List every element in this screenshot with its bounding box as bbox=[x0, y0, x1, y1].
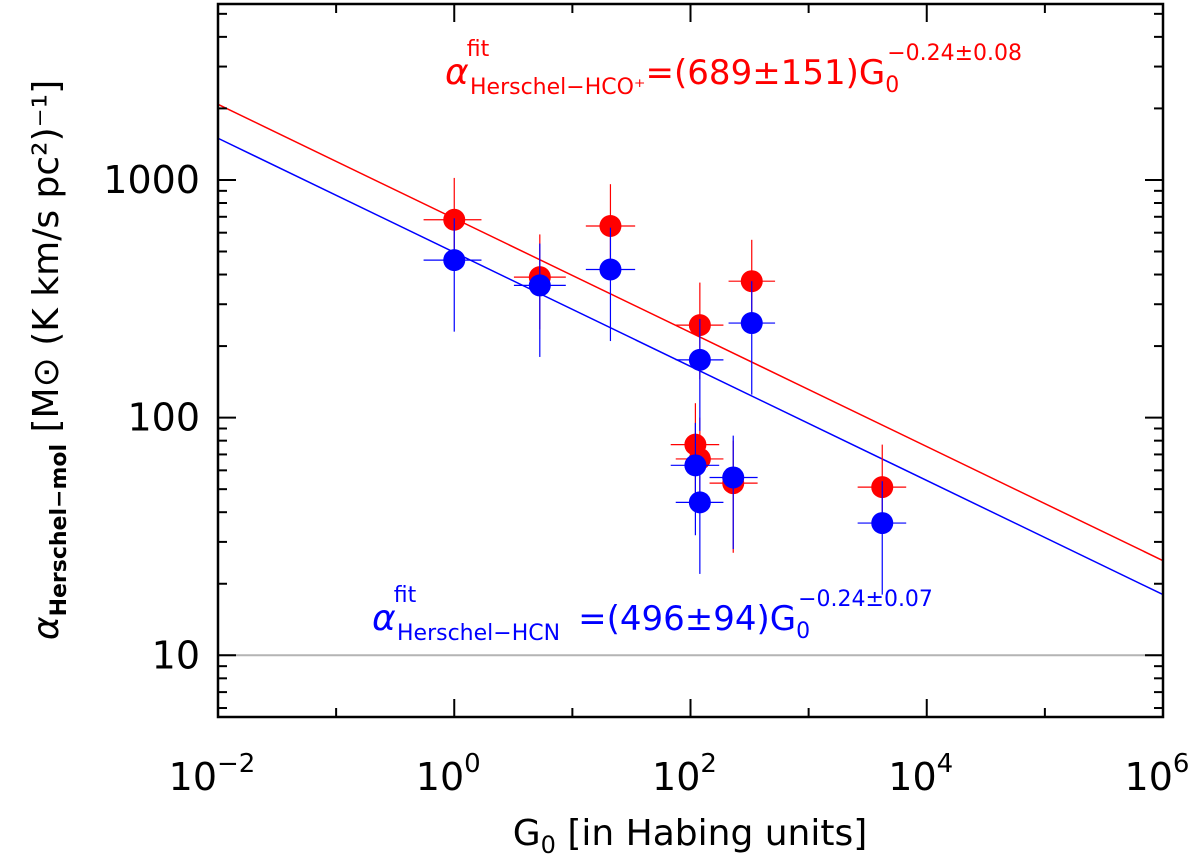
marker bbox=[528, 274, 551, 297]
fit-label-hcn-alpha: α bbox=[372, 598, 396, 639]
marker bbox=[871, 512, 894, 535]
x-tick-base: 10 bbox=[1125, 755, 1173, 799]
x-tick-label: 102 bbox=[652, 749, 717, 799]
fit-lines-layer bbox=[217, 103, 1164, 596]
x-tick-label: 100 bbox=[416, 749, 481, 799]
x-tick-base: 10 bbox=[888, 755, 936, 799]
x-tick-exp: 4 bbox=[937, 749, 954, 779]
marker bbox=[684, 454, 707, 477]
x-tick-exp: 6 bbox=[1173, 749, 1190, 779]
y-tick-label: 1000 bbox=[103, 158, 200, 202]
y-axis-title-sub: Herschel−mol bbox=[47, 444, 72, 616]
point-hcn-1 bbox=[513, 243, 566, 357]
fit-line-0 bbox=[217, 103, 1164, 562]
fit-label-hcn: αfit Herschel−HCN =(496±94)G0 −0.24±0.07 bbox=[372, 583, 933, 646]
fit-label-hcn-sup: fit bbox=[394, 583, 417, 608]
point-hcn-0 bbox=[423, 218, 482, 332]
x-tick-label: 106 bbox=[1125, 749, 1190, 799]
marker bbox=[443, 249, 466, 272]
fit-label-hco-gsup: −0.24±0.08 bbox=[887, 41, 1022, 66]
data-points-layer bbox=[423, 177, 907, 595]
y-axis-title-alpha: α bbox=[26, 616, 67, 640]
x-tick-exp: 0 bbox=[464, 749, 481, 779]
point-hcn-5 bbox=[670, 422, 720, 536]
x-tick-exp: 2 bbox=[700, 749, 717, 779]
x-tick-base: 10 bbox=[652, 755, 700, 799]
y-tick-label: 10 bbox=[152, 633, 200, 677]
point-hcn-6 bbox=[675, 460, 724, 574]
marker bbox=[688, 491, 711, 514]
fit-label-hco-sup: fit bbox=[467, 37, 490, 62]
point-hcn-4 bbox=[728, 281, 776, 395]
fit-label-hcn-gsub: 0 bbox=[796, 619, 810, 644]
x-tick-label: 10−2 bbox=[169, 749, 256, 799]
point-hcn-7 bbox=[709, 435, 758, 550]
point-hcn-8 bbox=[857, 481, 907, 595]
y-axis-title: αHerschel−mol [M⊙ (K km/s pc²)⁻¹] bbox=[26, 80, 72, 640]
point-hco-0 bbox=[423, 177, 482, 256]
x-axis-title-rest: [in Habing units] bbox=[556, 813, 867, 854]
fit-label-hcn-gsup: −0.24±0.07 bbox=[798, 587, 933, 612]
x-axis-title-sub: 0 bbox=[541, 831, 556, 859]
marker bbox=[599, 215, 622, 238]
x-tick-label: 104 bbox=[888, 749, 953, 799]
point-hcn-3 bbox=[675, 319, 724, 431]
y-tick-label: 100 bbox=[127, 396, 200, 440]
y-axis-title-rest: [M⊙ (K km/s pc²)⁻¹] bbox=[26, 80, 67, 444]
x-tick-exp: −2 bbox=[217, 749, 255, 779]
y-axis-ticks: 10 100 1000 bbox=[103, 12, 1163, 710]
marker bbox=[740, 312, 763, 335]
fit-label-hco-eq: =(689±151)G bbox=[646, 53, 886, 93]
x-tick-base: 10 bbox=[169, 755, 217, 799]
fit-line-1 bbox=[217, 137, 1164, 596]
fit-label-hcn-sub: Herschel−HCN bbox=[397, 621, 560, 646]
fit-label-hcn-eq: =(496±94)G bbox=[578, 599, 796, 639]
marker bbox=[688, 348, 711, 371]
x-axis-title-main: G bbox=[513, 813, 541, 854]
point-hco-2 bbox=[585, 184, 636, 270]
x-tick-base: 10 bbox=[416, 755, 464, 799]
marker bbox=[599, 258, 622, 281]
marker bbox=[722, 466, 745, 489]
x-axis-ticks: 10−2 100 102 104 106 bbox=[169, 4, 1190, 799]
fit-label-hco-sub: Herschel−HCO⁺ bbox=[470, 75, 646, 100]
fit-label-hco-gsub: 0 bbox=[885, 73, 899, 98]
fit-label-hco: αfit Herschel−HCO⁺=(689±151)G0 −0.24±0.08 bbox=[445, 37, 1022, 100]
fit-label-hco-alpha: α bbox=[445, 52, 469, 93]
point-hcn-2 bbox=[585, 227, 636, 342]
x-axis-title: G0 [in Habing units] bbox=[513, 813, 868, 859]
